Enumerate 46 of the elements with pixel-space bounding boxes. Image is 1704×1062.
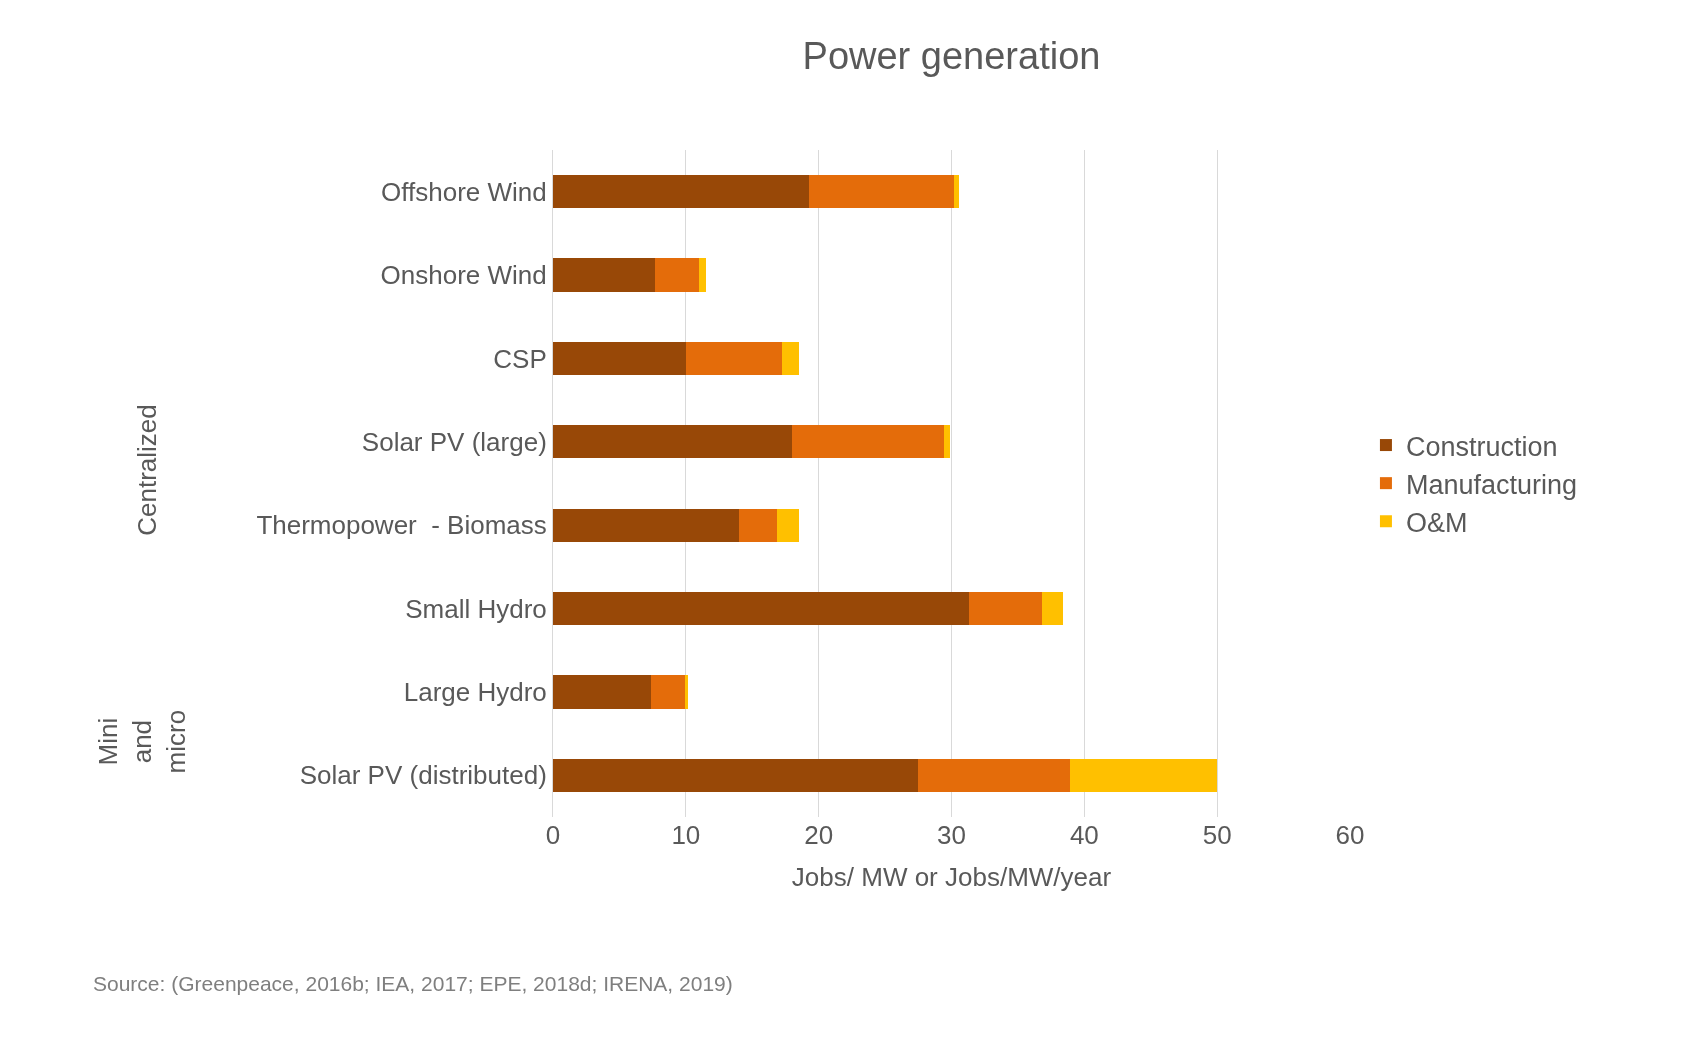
- bar: [553, 508, 739, 542]
- legend-label: Manufacturing: [1405, 469, 1578, 500]
- text: Centralized: [132, 404, 163, 536]
- bar: [553, 675, 652, 709]
- x-tick-label: 0: [545, 820, 561, 850]
- legend-label: Construction: [1405, 431, 1558, 462]
- y-tick-label: Offshore Wind: [381, 176, 547, 207]
- bar: [651, 675, 685, 709]
- bar: [968, 591, 1042, 626]
- bar: [792, 425, 945, 459]
- bar: [1069, 758, 1218, 792]
- bar: [808, 175, 955, 209]
- bar: [954, 175, 959, 209]
- bar: [1041, 591, 1064, 626]
- bar: [777, 508, 799, 542]
- bar: [553, 258, 656, 292]
- y-tick-label: Onshore Wind: [380, 260, 547, 291]
- bar: [738, 508, 778, 542]
- legend-label: O&M: [1405, 507, 1468, 538]
- bar: [918, 758, 1070, 792]
- x-tick-label: 40: [1069, 820, 1099, 850]
- y-tick-label: Solar PV (distributed): [299, 760, 547, 791]
- chart-title: Power generation: [802, 35, 1101, 78]
- source-note: Source: (Greenpeace, 2016b; IEA, 2017; EPE, 2018d; IRENA, 2019): [93, 972, 733, 995]
- bar: [655, 258, 700, 292]
- x-tick-label: 20: [804, 820, 834, 850]
- bar: [782, 341, 799, 376]
- x-tick-label: 50: [1202, 820, 1232, 850]
- text: Mini and micro: [93, 709, 191, 774]
- y-tick-label: Solar PV (large): [361, 426, 547, 457]
- bar: [553, 341, 686, 376]
- bar: [553, 425, 793, 459]
- x-tick-label: 30: [937, 820, 966, 850]
- bar: [553, 591, 969, 626]
- bar: [553, 758, 919, 792]
- y-tick-label: CSP: [493, 343, 547, 374]
- y-tick-label: Large Hydro: [403, 677, 547, 708]
- x-tick-label: 60: [1335, 820, 1365, 850]
- x-axis-title: Jobs/ MW or Jobs/MW/year: [791, 861, 1112, 892]
- y-tick-label: Small Hydro: [405, 593, 547, 624]
- x-tick-label: 10: [671, 820, 701, 850]
- bar: [685, 341, 783, 376]
- y-tick-label: Thermopower - Biomass: [256, 510, 547, 541]
- bar: [553, 175, 809, 209]
- bar: [699, 258, 706, 292]
- bar: [944, 425, 951, 459]
